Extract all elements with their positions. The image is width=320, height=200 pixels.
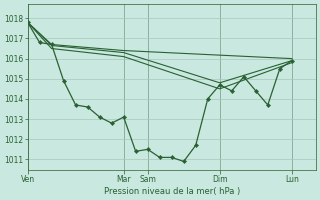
X-axis label: Pression niveau de la mer( hPa ): Pression niveau de la mer( hPa )	[104, 187, 240, 196]
